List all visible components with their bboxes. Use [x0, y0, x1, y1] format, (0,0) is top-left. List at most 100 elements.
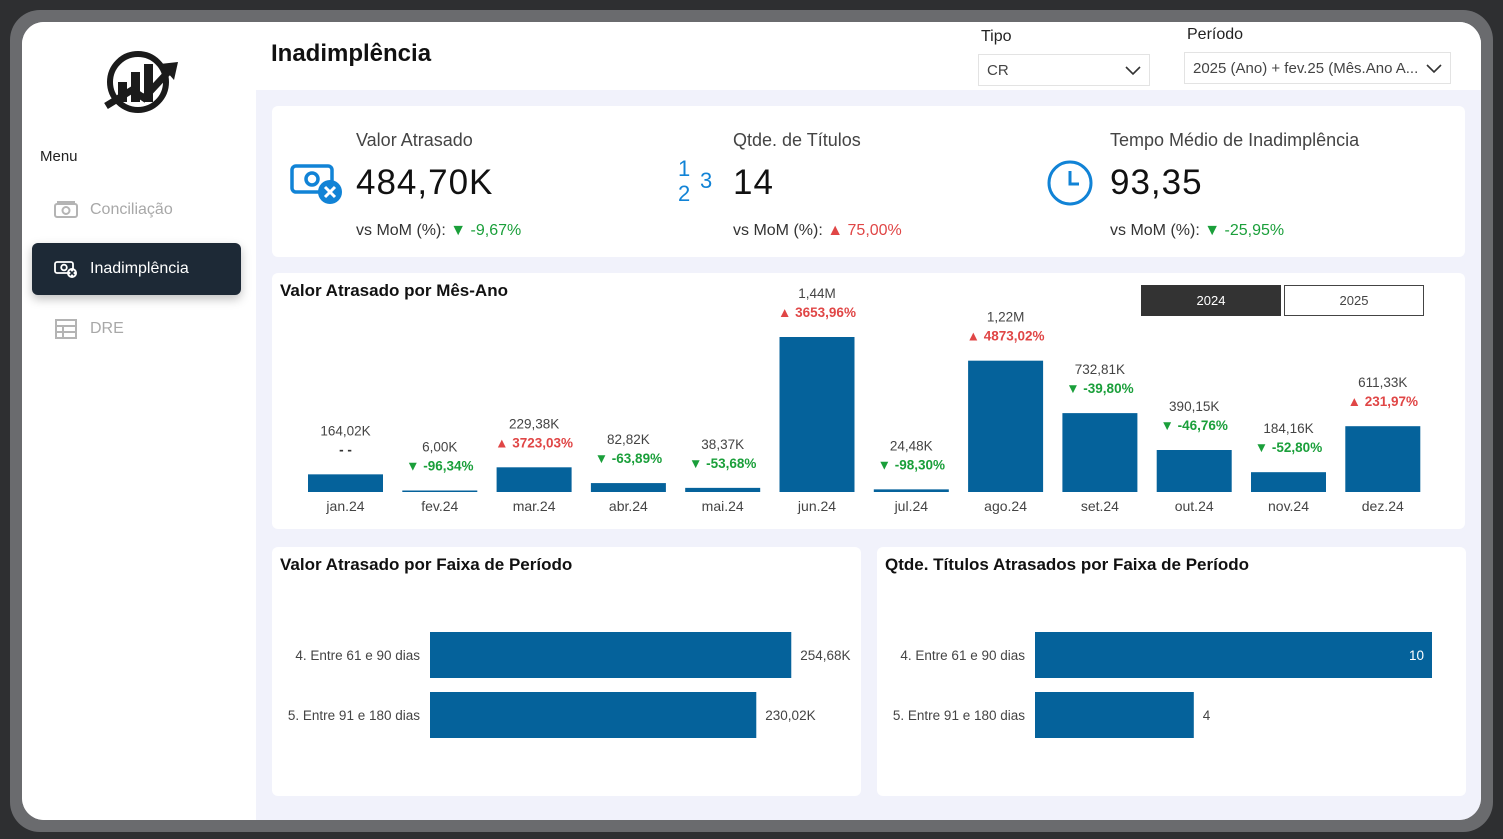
menu-label: Menu: [40, 148, 78, 165]
bar: [873, 489, 949, 492]
sidebar-item-inadimplencia[interactable]: Inadimplência: [32, 243, 241, 295]
bar: [308, 474, 383, 492]
data-label: 1,22M: [987, 310, 1025, 325]
chart-title: Valor Atrasado por Mês-Ano: [280, 281, 508, 300]
numbers-icon-digit: 3: [700, 168, 713, 193]
data-label: 6,00K: [422, 440, 457, 455]
chevron-down-icon: [1426, 61, 1442, 79]
data-label: 732,81K: [1075, 362, 1125, 377]
data-label: 4: [1203, 708, 1211, 723]
x-tick-label: dez.24: [1362, 498, 1404, 514]
kpi-label: Qtde. de Títulos: [733, 130, 861, 150]
filter-periodo-value: 2025 (Ano) + fev.25 (Mês.Ano A...: [1193, 59, 1419, 77]
kpi-comparison: vs MoM (%): ▲ 75,00%: [733, 222, 902, 240]
x-tick-label: fev.24: [421, 498, 458, 514]
kpi-delta: ▼ -25,95%: [1204, 222, 1285, 239]
kpi-valor-atrasado: Valor Atrasado 484,70K vs MoM (%): ▼ -9,…: [356, 106, 686, 256]
data-label: 254,68K: [800, 648, 850, 663]
kpi-label: Tempo Médio de Inadimplência: [1110, 130, 1360, 150]
x-tick-label: nov.24: [1268, 498, 1309, 514]
data-label: 24,48K: [890, 438, 933, 453]
sidebar-item-label: DRE: [90, 320, 124, 337]
x-tick-label: mar.24: [513, 498, 556, 514]
sidebar-item-dre[interactable]: DRE: [32, 303, 241, 355]
monthly-bar-chart: jan.24 164,02K - - fev.24 6,00K ▼ -96,34% mar.…: [308, 286, 1421, 514]
year-button-2025[interactable]: 2025: [1284, 285, 1424, 316]
x-tick-label: abr.24: [609, 498, 648, 514]
y-tick-label: 5. Entre 91 e 180 dias: [288, 708, 420, 723]
variation-label: ▼ -98,30%: [878, 457, 945, 472]
variation-label: ▼ -39,80%: [1066, 381, 1133, 396]
money-cancel-icon: [54, 259, 78, 279]
kpi-delta: ▼ -9,67%: [450, 222, 522, 239]
faixa-valor-chart-card: Valor Atrasado por Faixa de Período 4. E…: [272, 547, 861, 796]
faixa-qtde-bar-chart: 4. Entre 61 e 90 dias 10 5. Entre 91 e 180…: [893, 632, 1432, 738]
header: Inadimplência Tipo CR Período 2025 (Ano)…: [256, 22, 1481, 90]
sidebar-item-conciliacao[interactable]: Conciliação: [32, 184, 241, 236]
numbers-icon: 1 2 3: [678, 156, 718, 210]
faixa-valor-bar-chart: 4. Entre 61 e 90 dias 254,68K 5. Entre 91 …: [288, 632, 851, 738]
kpi-qtde-titulos: Qtde. de Títulos 14 vs MoM (%): ▲ 75,00%: [733, 106, 1063, 256]
kpi-label: Valor Atrasado: [356, 130, 473, 150]
kpi-value: 14: [733, 163, 774, 202]
variation-label: ▲ 3653,96%: [778, 305, 856, 320]
kpi-value: 484,70K: [356, 163, 494, 202]
kpi-compare-label: vs MoM (%):: [733, 222, 823, 239]
variation-label: ▼ -46,76%: [1160, 418, 1227, 433]
kpi-comparison: vs MoM (%): ▼ -9,67%: [356, 222, 521, 240]
variation-label: ▼ -53,68%: [689, 456, 756, 471]
filter-tipo-value: CR: [987, 61, 1009, 79]
data-label: 230,02K: [765, 708, 815, 723]
filter-periodo-label: Período: [1187, 26, 1244, 43]
y-tick-label: 4. Entre 61 e 90 dias: [900, 648, 1025, 663]
money-cancel-icon: [290, 158, 344, 213]
chart-title: Valor Atrasado por Faixa de Período: [280, 555, 573, 574]
kpi-tempo-medio: Tempo Médio de Inadimplência 93,35 vs Mo…: [1110, 106, 1450, 256]
kpi-compare-label: vs MoM (%):: [1110, 222, 1200, 239]
variation-label: ▲ 4873,02%: [967, 329, 1045, 344]
filter-periodo-select[interactable]: 2025 (Ano) + fev.25 (Mês.Ano A...: [1184, 52, 1451, 84]
bar: [402, 490, 478, 492]
bar: [1345, 426, 1421, 492]
logo: [102, 42, 182, 118]
x-tick-label: jan.24: [325, 498, 364, 514]
data-label: 38,37K: [701, 437, 744, 452]
data-label: 611,33K: [1358, 375, 1407, 390]
numbers-icon-digit: 1: [678, 156, 691, 181]
sidebar-item-label: Conciliação: [90, 201, 173, 218]
x-tick-label: set.24: [1081, 498, 1119, 514]
data-label: 82,82K: [607, 432, 650, 447]
data-label: 1,44M: [798, 286, 836, 301]
table-icon: [54, 319, 78, 339]
sidebar: Menu Conciliação Inadimplência DRE: [22, 22, 256, 820]
bar: [779, 337, 855, 492]
main-content: Inadimplência Tipo CR Período 2025 (Ano)…: [256, 22, 1481, 820]
bar: [1035, 692, 1194, 738]
faixa-qtde-chart-card: Qtde. Títulos Atrasados por Faixa de Per…: [877, 547, 1466, 796]
bar: [1035, 632, 1432, 678]
x-tick-label: out.24: [1175, 498, 1214, 514]
variation-label: ▼ -52,80%: [1255, 440, 1322, 455]
sidebar-item-label: Inadimplência: [90, 260, 189, 277]
monthly-chart-card: Valor Atrasado por Mês-Ano 2024 2025 jan…: [272, 273, 1465, 529]
year-button-2024[interactable]: 2024: [1141, 285, 1281, 316]
numbers-icon-digit: 2: [678, 181, 691, 206]
chevron-down-icon: [1125, 63, 1141, 81]
variation-label: ▲ 231,97%: [1348, 394, 1418, 409]
bar: [430, 692, 757, 738]
kpi-comparison: vs MoM (%): ▼ -25,95%: [1110, 222, 1284, 240]
variation-label: ▼ -96,34%: [406, 459, 473, 474]
x-tick-label: mai.24: [702, 498, 744, 514]
bar: [496, 467, 572, 492]
bar: [590, 483, 666, 492]
chart-title: Qtde. Títulos Atrasados por Faixa de Per…: [885, 555, 1249, 574]
bar: [1062, 413, 1138, 492]
data-label: 164,02K: [320, 423, 370, 438]
page-title: Inadimplência: [271, 40, 432, 67]
y-tick-label: 4. Entre 61 e 90 dias: [295, 648, 420, 663]
data-label: 390,15K: [1169, 399, 1219, 414]
filter-tipo-select[interactable]: CR: [978, 54, 1150, 86]
bar: [1156, 450, 1232, 492]
y-tick-label: 5. Entre 91 e 180 dias: [893, 708, 1025, 723]
x-tick-label: jun.24: [797, 498, 836, 514]
